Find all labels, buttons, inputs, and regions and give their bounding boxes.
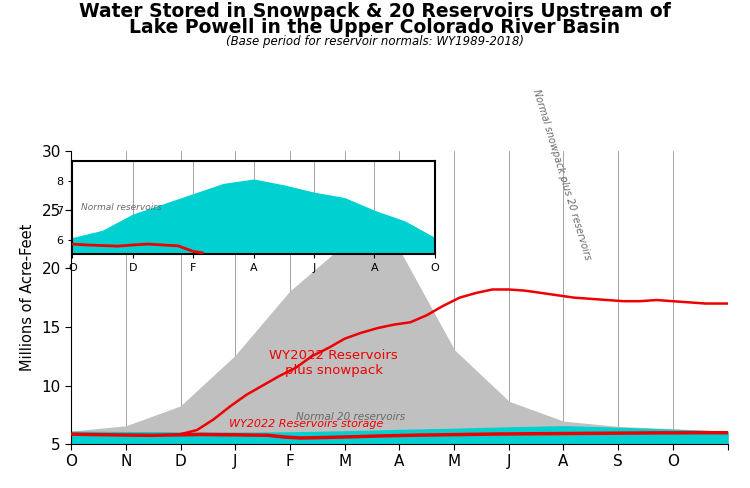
Text: WY2022 Reservoirs
plus snowpack: WY2022 Reservoirs plus snowpack [269, 349, 398, 377]
Text: WY2022 Reservoirs storage: WY2022 Reservoirs storage [230, 420, 383, 429]
Text: Water Stored in Snowpack & 20 Reservoirs Upstream of: Water Stored in Snowpack & 20 Reservoirs… [80, 2, 670, 21]
Text: (Base period for reservoir normals: WY1989-2018): (Base period for reservoir normals: WY19… [226, 35, 524, 48]
Text: Normal reservoirs: Normal reservoirs [82, 203, 162, 212]
Y-axis label: Millions of Acre-Feet: Millions of Acre-Feet [20, 224, 34, 371]
Text: Normal 20 reservoirs: Normal 20 reservoirs [296, 412, 405, 422]
Text: Lake Powell in the Upper Colorado River Basin: Lake Powell in the Upper Colorado River … [130, 18, 620, 37]
Text: Normal snowpack plus 20 reservoirs: Normal snowpack plus 20 reservoirs [531, 88, 592, 261]
